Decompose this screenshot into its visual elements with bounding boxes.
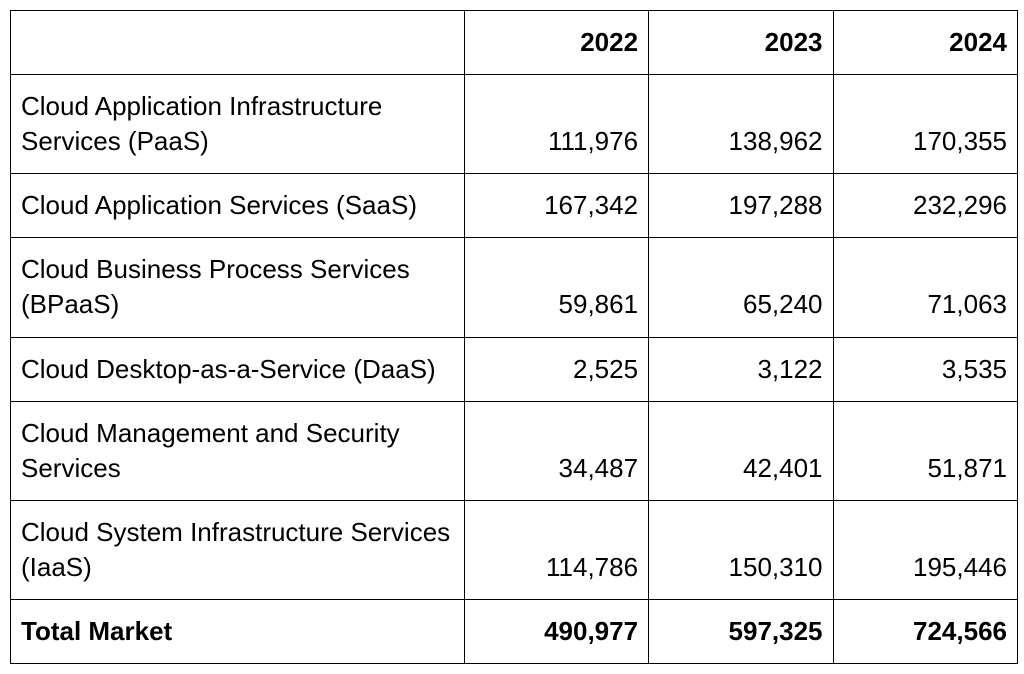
cell-total-label: Total Market bbox=[11, 600, 465, 664]
header-category bbox=[11, 11, 465, 75]
table-header-row: 2022 2023 2024 bbox=[11, 11, 1018, 75]
cell-total-value: 724,566 bbox=[833, 600, 1017, 664]
cell-category: Cloud Desktop-as-a-Service (DaaS) bbox=[11, 337, 465, 401]
table-row: Cloud Business Process Services (BPaaS) … bbox=[11, 238, 1018, 337]
header-2022: 2022 bbox=[464, 11, 648, 75]
cell-value: 167,342 bbox=[464, 174, 648, 238]
cell-category: Cloud System Infrastructure Services (Ia… bbox=[11, 500, 465, 599]
table-row: Cloud Application Services (SaaS) 167,34… bbox=[11, 174, 1018, 238]
table-row: Cloud Management and Security Services 3… bbox=[11, 401, 1018, 500]
cell-value: 51,871 bbox=[833, 401, 1017, 500]
table-total-row: Total Market 490,977 597,325 724,566 bbox=[11, 600, 1018, 664]
cell-category: Cloud Management and Security Services bbox=[11, 401, 465, 500]
cell-value: 2,525 bbox=[464, 337, 648, 401]
cell-category: Cloud Application Services (SaaS) bbox=[11, 174, 465, 238]
header-2024: 2024 bbox=[833, 11, 1017, 75]
cell-value: 71,063 bbox=[833, 238, 1017, 337]
cell-value: 150,310 bbox=[649, 500, 833, 599]
cell-value: 114,786 bbox=[464, 500, 648, 599]
cell-value: 34,487 bbox=[464, 401, 648, 500]
header-2023: 2023 bbox=[649, 11, 833, 75]
cell-value: 197,288 bbox=[649, 174, 833, 238]
cloud-market-table: 2022 2023 2024 Cloud Application Infrast… bbox=[10, 10, 1018, 664]
cell-total-value: 490,977 bbox=[464, 600, 648, 664]
cell-value: 111,976 bbox=[464, 75, 648, 174]
cell-value: 59,861 bbox=[464, 238, 648, 337]
cell-value: 42,401 bbox=[649, 401, 833, 500]
cell-category: Cloud Application Infrastructure Service… bbox=[11, 75, 465, 174]
table-row: Cloud Application Infrastructure Service… bbox=[11, 75, 1018, 174]
cell-value: 3,535 bbox=[833, 337, 1017, 401]
cell-total-value: 597,325 bbox=[649, 600, 833, 664]
cell-value: 232,296 bbox=[833, 174, 1017, 238]
table-row: Cloud System Infrastructure Services (Ia… bbox=[11, 500, 1018, 599]
cell-value: 170,355 bbox=[833, 75, 1017, 174]
cell-value: 138,962 bbox=[649, 75, 833, 174]
table-body: Cloud Application Infrastructure Service… bbox=[11, 75, 1018, 664]
table-row: Cloud Desktop-as-a-Service (DaaS) 2,525 … bbox=[11, 337, 1018, 401]
cell-value: 195,446 bbox=[833, 500, 1017, 599]
cell-category: Cloud Business Process Services (BPaaS) bbox=[11, 238, 465, 337]
cell-value: 3,122 bbox=[649, 337, 833, 401]
cell-value: 65,240 bbox=[649, 238, 833, 337]
